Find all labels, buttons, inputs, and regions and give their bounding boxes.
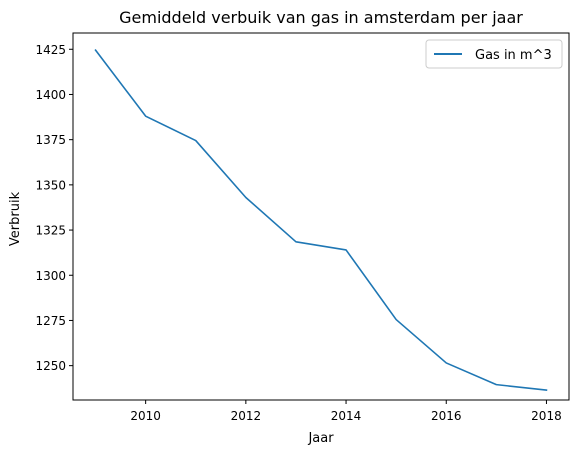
- y-axis-label: Verbruik: [8, 191, 23, 246]
- y-tick-label: 1425: [35, 43, 66, 57]
- x-tick-label: 2016: [431, 409, 462, 423]
- chart-title: Gemiddeld verbuik van gas in amsterdam p…: [119, 8, 523, 27]
- y-tick-label: 1325: [35, 224, 66, 238]
- x-tick-label: 2014: [331, 409, 362, 423]
- y-tick-label: 1250: [35, 359, 66, 373]
- x-tick-label: 2010: [130, 409, 161, 423]
- y-tick-label: 1300: [35, 269, 66, 283]
- legend: Gas in m^3: [426, 40, 562, 68]
- x-axis-label: Jaar: [307, 431, 334, 446]
- y-tick-label: 1375: [35, 133, 66, 147]
- legend-series-label: Gas in m^3: [475, 48, 552, 63]
- y-tick-label: 1350: [35, 178, 66, 192]
- x-tick-label: 2012: [231, 409, 262, 423]
- x-tick-label: 2018: [531, 409, 562, 423]
- y-tick-label: 1400: [35, 88, 66, 102]
- y-tick-label: 1275: [35, 314, 66, 328]
